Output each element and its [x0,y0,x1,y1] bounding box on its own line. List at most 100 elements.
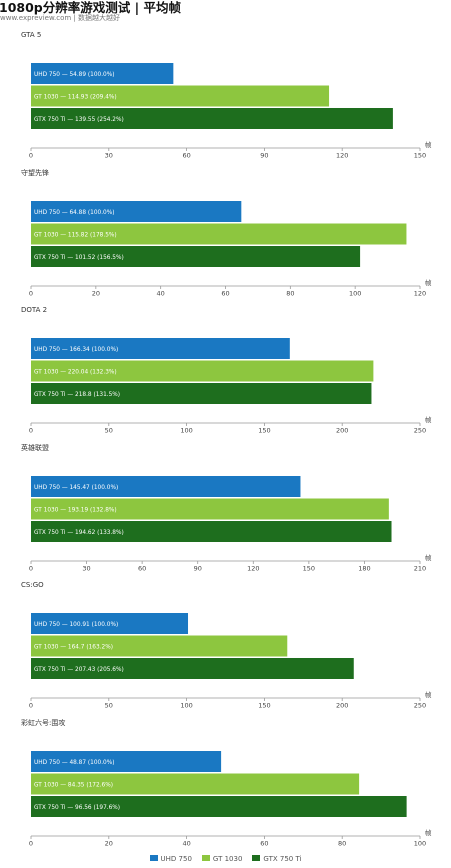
legend-item: GTX 750 Ti [252,855,301,863]
bar-uhd-750 [31,751,222,772]
x-tick-label: 0 [29,565,33,573]
x-tick-label: 120 [247,565,259,573]
x-tick-label: 0 [29,702,33,710]
x-tick-label: 250 [414,702,426,710]
bar-gtx-750-ti [31,383,372,404]
x-tick-label: 50 [105,702,113,710]
x-tick-label: 80 [286,290,294,298]
x-tick-label: 40 [182,840,190,848]
x-tick-label: 40 [157,290,165,298]
bar-gtx-750-ti [31,658,354,679]
bar-label: UHD 750 — 54.89 (100.0%) [34,72,115,78]
bar-label: UHD 750 — 145.47 (100.0%) [34,485,118,491]
x-tick-label: 20 [92,290,100,298]
x-tick-label: 30 [105,152,113,160]
bar-label: GTX 750 Ti — 207.43 (205.6%) [34,667,124,673]
x-tick-label: 60 [182,152,190,160]
bar-label: UHD 750 — 48.87 (100.0%) [34,760,115,766]
chart-title: 英雄联盟 [21,443,49,452]
bar-uhd-750 [31,201,242,222]
bar-label: GT 1030 — 114.93 (209.4%) [34,94,117,100]
axis-unit-label: 帧 [425,278,432,287]
x-tick-label: 0 [29,152,33,160]
x-tick-label: 150 [414,152,426,160]
x-tick-label: 120 [414,290,426,298]
chart-panel: 彩虹六号:围攻 UHD 750 — 48.87 (100.0%) GT 1030 —… [21,718,432,848]
bar-label: GT 1030 — 115.82 (178.5%) [34,232,117,238]
chart-title: 彩虹六号:围攻 [21,718,65,727]
bar-gtx-750-ti [31,108,393,129]
chart-title: DOTA 2 [21,306,47,314]
x-tick-label: 80 [338,840,346,848]
chart-title: 守望先锋 [21,168,49,177]
x-tick-label: 100 [180,702,192,710]
legend-swatch [201,855,210,861]
x-tick-label: 30 [82,565,90,573]
x-tick-label: 100 [180,427,192,435]
bar-label: GT 1030 — 84.35 (172.6%) [34,782,113,788]
bar-gtx-750-ti [31,796,407,817]
bar-gt-1030 [31,635,288,657]
axis-unit-label: 帧 [425,140,432,149]
chart-panel: GTA 5 UHD 750 — 54.89 (100.0%) GT 1030 — 1… [21,31,432,160]
axis-unit-label: 帧 [425,690,432,699]
chart-panel: 英雄联盟 UHD 750 — 145.47 (100.0%) GT 1030 — 1… [21,443,432,573]
chart-panel: CS:GO UHD 750 — 100.91 (100.0%) GT 1030 — … [21,581,432,710]
bar-label: UHD 750 — 100.91 (100.0%) [34,622,118,628]
bar-label: GTX 750 Ti — 139.55 (254.2%) [34,117,124,123]
x-tick-label: 0 [29,290,33,298]
page-title: 1080p分辨率游戏测试 | 平均帧 [0,0,182,15]
legend-swatch [252,855,261,861]
chart-title: GTA 5 [21,31,41,39]
axis-unit-label: 帧 [425,415,432,424]
bar-uhd-750 [31,338,290,359]
bar-label: GTX 750 Ti — 194.62 (133.8%) [34,530,124,536]
bar-label: GTX 750 Ti — 218.8 (131.5%) [34,392,120,398]
x-tick-label: 90 [194,565,202,573]
x-tick-label: 150 [303,565,315,573]
x-tick-label: 60 [221,290,229,298]
bar-uhd-750 [31,63,174,84]
bar-label: UHD 750 — 64.88 (100.0%) [34,210,115,216]
x-tick-label: 100 [414,840,426,848]
bar-label: GTX 750 Ti — 101.52 (156.5%) [34,255,124,261]
bar-gt-1030 [31,85,330,107]
x-tick-label: 200 [336,427,348,435]
x-tick-label: 60 [260,840,268,848]
x-tick-label: 200 [336,702,348,710]
bar-gtx-750-ti [31,246,361,267]
page-subtitle: www.expreview.com | 数据越大越好 [0,14,121,22]
bar-label: GTX 750 Ti — 96.56 (197.6%) [34,805,120,811]
bar-gt-1030 [31,498,389,520]
x-tick-label: 0 [29,840,33,848]
chart-panel: DOTA 2 UHD 750 — 166.34 (100.0%) GT 1030 —… [21,306,432,435]
x-tick-label: 60 [138,565,146,573]
legend-label: GTX 750 Ti [263,855,302,863]
bar-gtx-750-ti [31,521,392,542]
x-tick-label: 180 [358,565,370,573]
x-tick-label: 250 [414,427,426,435]
axis-unit-label: 帧 [425,553,432,562]
x-tick-label: 50 [105,427,113,435]
legend-label: GT 1030 [212,855,243,863]
chart-panel: 守望先锋 UHD 750 — 64.88 (100.0%) GT 1030 — 11… [21,168,432,298]
bar-gt-1030 [31,360,374,382]
bar-gt-1030 [31,223,407,245]
x-tick-label: 20 [105,840,113,848]
x-tick-label: 150 [258,427,270,435]
bar-label: GT 1030 — 193.19 (132.8%) [34,507,117,513]
bar-gt-1030 [31,773,360,795]
x-tick-label: 100 [349,290,361,298]
page-header: 1080p分辨率游戏测试 | 平均帧 www.expreview.com | 数… [0,0,451,30]
x-tick-label: 210 [414,565,426,573]
x-tick-label: 0 [29,427,33,435]
x-tick-label: 150 [258,702,270,710]
chart-legend: UHD 750 GT 1030 GTX 750 Ti [0,855,451,867]
x-tick-label: 90 [260,152,268,160]
legend-label: UHD 750 [160,855,192,863]
bar-label: GT 1030 — 220.04 (132.3%) [34,369,117,375]
bar-label: GT 1030 — 164.7 (163.2%) [34,644,113,650]
bar-label: UHD 750 — 166.34 (100.0%) [34,347,118,353]
chart-title: CS:GO [21,581,44,589]
